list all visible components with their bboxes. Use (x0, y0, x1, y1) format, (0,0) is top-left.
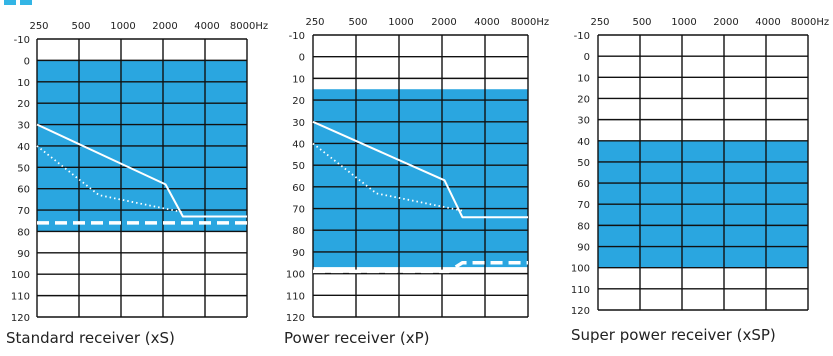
y-tick-label: 30 (577, 116, 590, 127)
curve-dotted (36, 145, 184, 214)
y-tick-label: 120 (11, 313, 30, 324)
y-tick-label: 30 (17, 121, 30, 132)
curve-solid (36, 123, 247, 218)
x-tick-label: 8000Hz (791, 17, 829, 28)
x-tick-label: 250 (590, 17, 609, 28)
chart-caption-superpower: Super power receiver (xSP) (571, 326, 776, 344)
x-tick-label: 250 (305, 17, 324, 28)
y-tick-label: 10 (292, 74, 305, 85)
x-tick-label: 4000 (474, 17, 499, 28)
y-tick-labels: -10 0 10 20 30 40 50 60 70 80 90 100 110 120 (286, 31, 305, 324)
y-tick-label: 70 (292, 205, 305, 216)
y-tick-label: 100 (11, 270, 30, 281)
y-tick-label: 100 (286, 270, 305, 281)
y-tick-label: 0 (24, 56, 30, 67)
y-tick-label: 100 (571, 264, 590, 275)
x-tick-label: 4000 (755, 17, 780, 28)
y-tick-label: 90 (292, 248, 305, 259)
y-tick-label: 40 (577, 137, 590, 148)
y-tick-label: 60 (577, 179, 590, 190)
audiogram-panel-1: -10 0 10 20 30 40 50 60 70 80 90 100 110 120 250 500 100… (286, 17, 549, 324)
y-tick-label: -10 (14, 35, 30, 46)
audiogram-panel-0: -10 0 10 20 30 40 50 60 70 80 90 100 110 120 250 500 100… (11, 21, 268, 324)
brand-logo-icon (4, 0, 32, 5)
y-tick-label: 20 (292, 96, 305, 107)
y-tick-label: 70 (577, 200, 590, 211)
y-tick-label: 70 (17, 206, 30, 217)
y-tick-label: -10 (574, 31, 590, 42)
chart-caption-power: Power receiver (xP) (284, 329, 430, 347)
fitting-range-band (313, 89, 528, 268)
x-tick-labels: 250 500 1000 2000 4000 8000Hz (305, 17, 549, 28)
x-tick-label: 500 (632, 17, 651, 28)
y-tick-label: 80 (17, 227, 30, 238)
y-tick-label: -10 (289, 31, 305, 42)
y-tick-label: 80 (577, 221, 590, 232)
y-tick-label: 10 (577, 73, 590, 84)
y-tick-label: 20 (577, 94, 590, 105)
x-tick-label: 2000 (152, 21, 177, 32)
y-tick-label: 20 (17, 99, 30, 110)
x-tick-labels: 250 500 1000 2000 4000 8000Hz (29, 21, 268, 32)
x-tick-label: 1000 (388, 17, 413, 28)
chart-caption-standard: Standard receiver (xS) (6, 329, 175, 347)
y-tick-label: 30 (292, 118, 305, 129)
x-tick-label: 500 (71, 21, 90, 32)
y-tick-label: 50 (292, 161, 305, 172)
audiogram-panel-2: -10 0 10 20 30 40 50 60 70 80 90 100 110 120 250 500 100… (571, 17, 829, 317)
y-tick-labels: -10 0 10 20 30 40 50 60 70 80 90 100 110 120 (571, 31, 590, 317)
y-tick-label: 80 (292, 226, 305, 237)
y-tick-label: 0 (299, 53, 305, 64)
x-tick-label: 2000 (713, 17, 738, 28)
y-tick-label: 50 (577, 158, 590, 169)
y-tick-label: 60 (292, 183, 305, 194)
x-tick-label: 1000 (671, 17, 696, 28)
y-tick-label: 110 (11, 292, 30, 303)
x-tick-label: 8000Hz (511, 17, 549, 28)
x-tick-label: 2000 (431, 17, 456, 28)
x-tick-label: 1000 (110, 21, 135, 32)
curve-solid (312, 120, 528, 219)
y-tick-label: 90 (17, 249, 30, 260)
y-tick-label: 40 (17, 142, 30, 153)
x-tick-label: 250 (29, 21, 48, 32)
y-tick-label: 10 (17, 78, 30, 89)
y-tick-labels: -10 0 10 20 30 40 50 60 70 80 90 100 110 120 (11, 35, 30, 324)
y-tick-label: 90 (577, 243, 590, 254)
y-tick-label: 110 (286, 291, 305, 302)
y-tick-label: 40 (292, 139, 305, 150)
y-tick-label: 0 (584, 52, 590, 63)
y-tick-label: 60 (17, 185, 30, 196)
x-tick-label: 8000Hz (230, 21, 268, 32)
y-tick-label: 120 (571, 306, 590, 317)
y-tick-label: 120 (286, 313, 305, 324)
x-tick-label: 500 (348, 17, 367, 28)
curve-dashed (313, 261, 528, 274)
y-tick-label: 50 (17, 163, 30, 174)
x-tick-label: 4000 (194, 21, 219, 32)
x-tick-labels: 250 500 1000 2000 4000 8000Hz (590, 17, 829, 28)
y-tick-label: 110 (571, 285, 590, 296)
